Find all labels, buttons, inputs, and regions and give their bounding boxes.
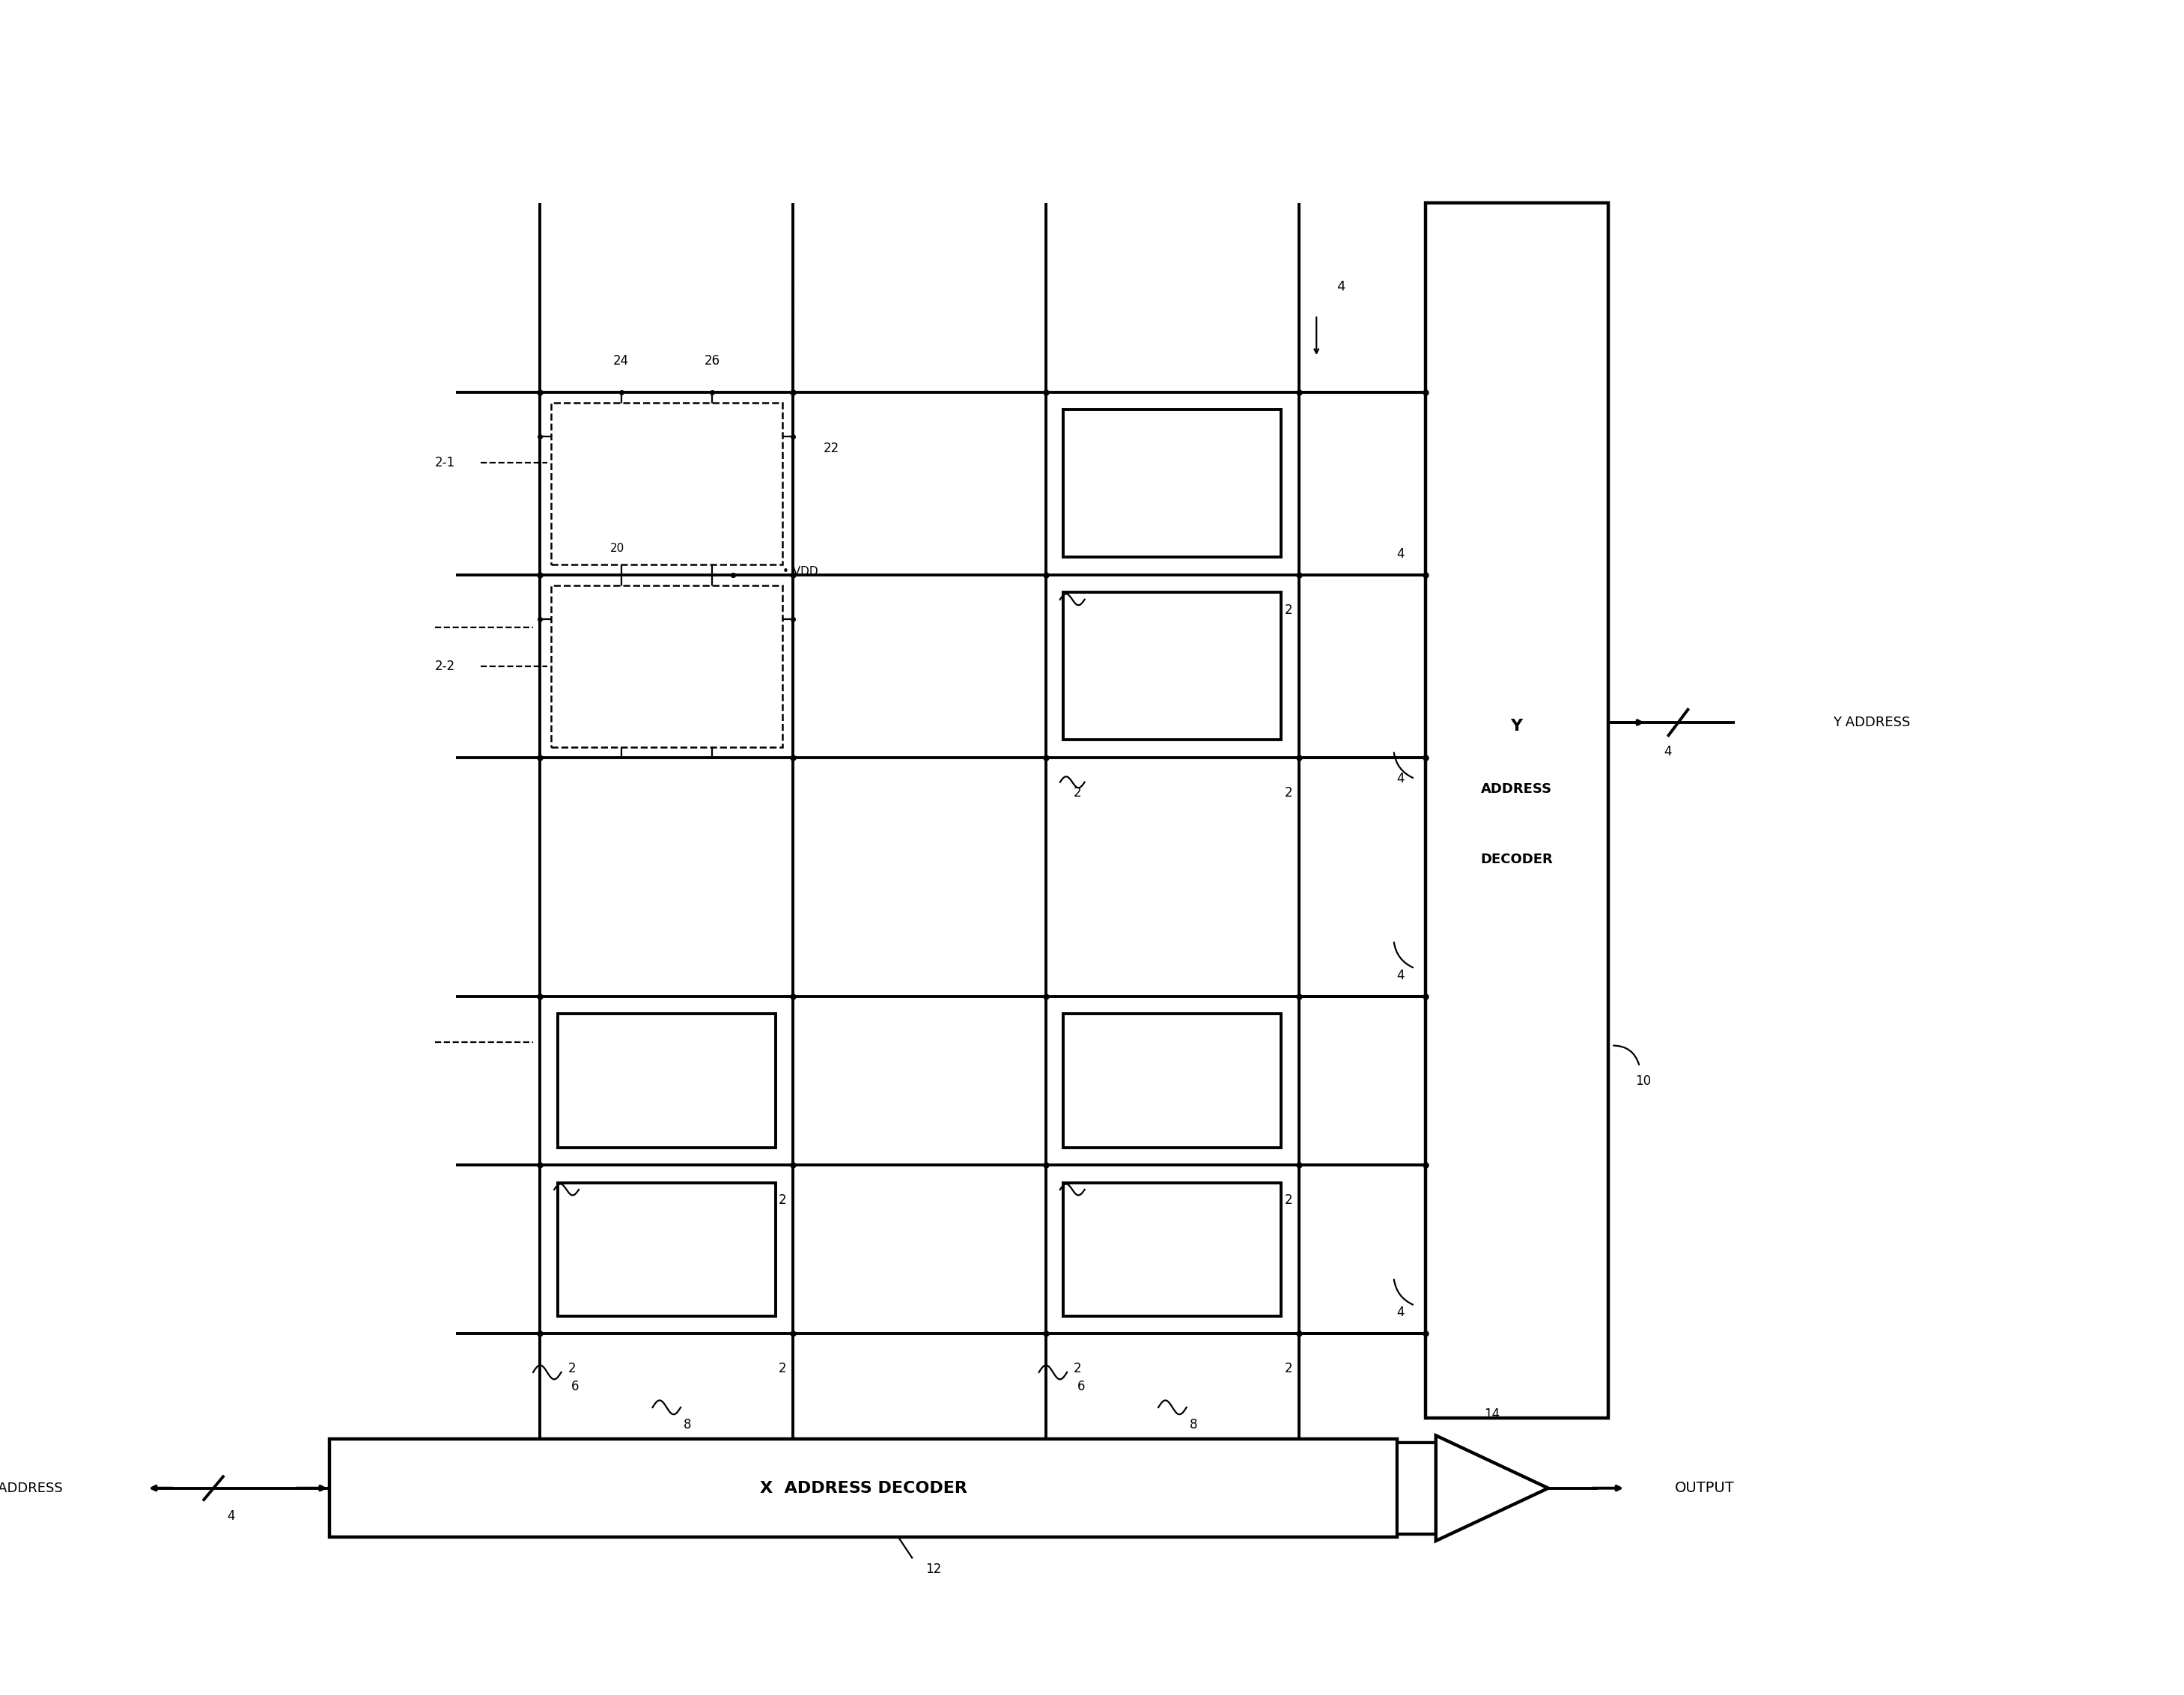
Text: 4: 4 <box>1337 280 1345 293</box>
Text: 2: 2 <box>1284 1363 1293 1375</box>
Text: 4: 4 <box>1398 1305 1404 1319</box>
Text: X ADDRESS: X ADDRESS <box>0 1481 63 1495</box>
Text: 26: 26 <box>703 354 721 368</box>
Text: 4: 4 <box>1664 746 1671 759</box>
Bar <box>550 403 782 564</box>
Bar <box>1064 1183 1282 1315</box>
Text: 24: 24 <box>614 354 629 368</box>
Text: 6: 6 <box>572 1380 579 1393</box>
Text: 10: 10 <box>1636 1075 1651 1088</box>
Text: 2: 2 <box>1075 603 1081 617</box>
Bar <box>1426 203 1607 1419</box>
Text: 2: 2 <box>568 1363 577 1375</box>
Text: 4: 4 <box>1398 771 1404 785</box>
Bar <box>1064 410 1282 558</box>
Text: OUTPUT: OUTPUT <box>1675 1481 1734 1495</box>
Text: 2: 2 <box>1075 786 1081 800</box>
Text: 6: 6 <box>1077 1380 1085 1393</box>
Bar <box>330 1439 1398 1537</box>
Text: 4: 4 <box>1398 547 1404 561</box>
Text: 2: 2 <box>1075 1363 1081 1375</box>
Text: 2: 2 <box>778 1193 786 1207</box>
Text: 20: 20 <box>609 542 625 554</box>
Text: 22: 22 <box>823 442 839 456</box>
Text: X  ADDRESS DECODER: X ADDRESS DECODER <box>760 1481 968 1495</box>
Text: ADDRESS: ADDRESS <box>1481 783 1553 797</box>
Bar <box>1064 593 1282 741</box>
Bar <box>550 585 782 747</box>
Bar <box>557 1014 775 1148</box>
Bar <box>1064 1014 1282 1148</box>
Text: 14: 14 <box>1485 1407 1500 1420</box>
Text: 2: 2 <box>1075 1193 1081 1207</box>
Text: • VDD: • VDD <box>782 566 819 576</box>
Text: 8: 8 <box>1190 1419 1197 1432</box>
Polygon shape <box>1435 1436 1548 1541</box>
Text: 4: 4 <box>227 1510 236 1524</box>
Text: 2-1: 2-1 <box>435 456 456 470</box>
Text: 2: 2 <box>1284 1193 1293 1207</box>
Bar <box>557 1183 775 1315</box>
Text: 2: 2 <box>1284 786 1293 800</box>
Bar <box>1398 1442 1435 1534</box>
Text: 2-2: 2-2 <box>435 659 456 673</box>
Text: 2: 2 <box>778 1363 786 1375</box>
Text: 2: 2 <box>568 1193 577 1207</box>
Text: Y: Y <box>1511 719 1522 734</box>
Text: 4: 4 <box>1398 968 1404 981</box>
Text: 8: 8 <box>684 1419 692 1432</box>
Text: DECODER: DECODER <box>1481 853 1553 866</box>
Text: 12: 12 <box>926 1563 941 1576</box>
Text: 2: 2 <box>1284 603 1293 617</box>
Text: Y ADDRESS: Y ADDRESS <box>1832 715 1911 729</box>
